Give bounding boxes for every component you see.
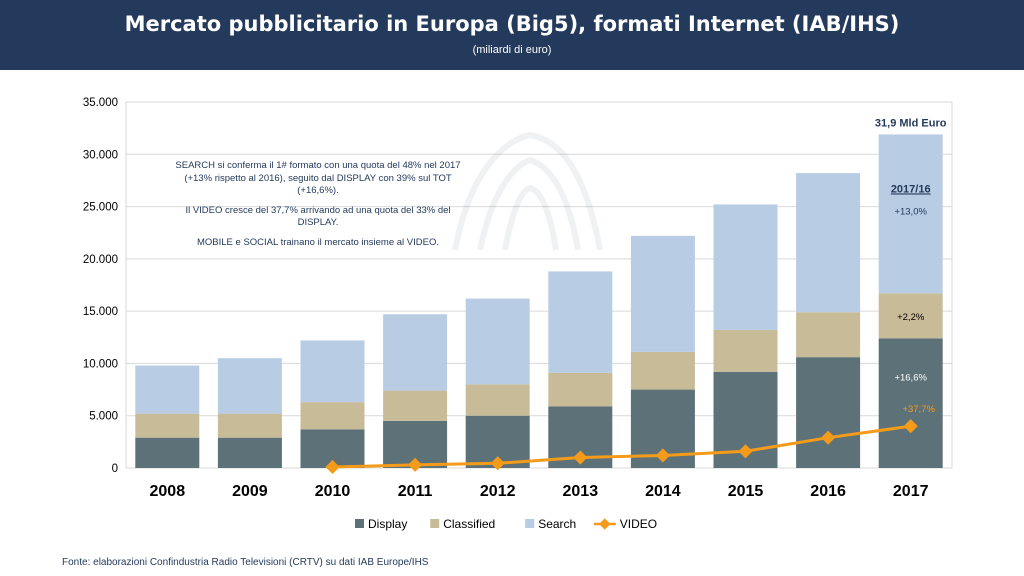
legend-label-classified: Classified <box>443 517 495 531</box>
bar-display <box>217 437 282 468</box>
search-growth-label: +13,0% <box>894 206 927 217</box>
x-tick-label: 2015 <box>728 483 764 500</box>
bar-classified <box>796 312 861 358</box>
bar-search <box>878 134 943 294</box>
x-tick-label: 2016 <box>810 483 846 500</box>
video-point <box>573 450 588 465</box>
y-tick-label: 0 <box>112 463 118 475</box>
video-point <box>408 457 423 472</box>
legend-swatch-display <box>355 519 364 528</box>
note-mobile-social: MOBILE e SOCIAL trainano il mercato insi… <box>197 236 439 248</box>
y-tick-label: 20.000 <box>83 254 118 266</box>
x-tick-label: 2012 <box>480 483 516 500</box>
y-tick-label: 5.000 <box>89 411 118 423</box>
classified-growth-label: +2,2% <box>897 312 925 323</box>
bar-classified <box>548 372 613 407</box>
video-line <box>332 424 911 469</box>
watermark-logo <box>452 131 603 251</box>
bar-search <box>135 365 200 414</box>
x-tick-label: 2013 <box>563 483 599 500</box>
chart-title: Mercato pubblicitario in Europa (Big5), … <box>124 12 900 36</box>
display-growth-label: +16,6% <box>894 372 927 383</box>
source-note: Fonte: elaborazioni Confindustria Radio … <box>62 557 429 568</box>
bar-display <box>878 338 943 468</box>
bar-classified <box>383 390 448 421</box>
y-tick-label: 25.000 <box>83 202 118 214</box>
bar-search <box>217 358 282 414</box>
x-tick-label: 2011 <box>398 483 433 500</box>
bar-classified <box>300 402 365 430</box>
bar-search <box>713 204 778 330</box>
video-point <box>738 444 753 459</box>
bar-classified <box>878 293 943 339</box>
bar-search <box>796 173 861 313</box>
y-tick-label: 35.000 <box>83 97 118 109</box>
bar-search <box>465 298 530 385</box>
bar-display <box>796 357 861 468</box>
bar-search <box>630 235 695 352</box>
chart-subtitle: (miliardi di euro) <box>472 44 552 56</box>
commentary-note: SEARCH si conferma il 1# formato con una… <box>168 160 468 256</box>
bar-search <box>383 314 448 391</box>
video-point <box>325 459 340 475</box>
legend-label-display: Display <box>368 517 407 531</box>
bar-display <box>135 437 200 468</box>
total-label: 31,9 Mld Euro <box>875 117 947 129</box>
x-tick-label: 2008 <box>150 483 186 500</box>
x-tick-label: 2009 <box>232 483 268 500</box>
x-tick-label: 2017 <box>893 483 929 500</box>
bar-classified <box>135 413 200 438</box>
bar-classified <box>217 413 282 438</box>
note-video: Il VIDEO cresce del 37,7% arrivando ad u… <box>185 204 451 229</box>
title-banner: Mercato pubblicitario in Europa (Big5), … <box>0 0 1024 70</box>
video-point <box>655 448 670 463</box>
period-label: 2017/16 <box>891 183 931 195</box>
x-tick-label: 2010 <box>315 483 351 500</box>
bar-search <box>548 271 613 373</box>
x-tick-label: 2014 <box>645 483 681 500</box>
legend-marker-video <box>599 518 611 530</box>
video-point <box>490 456 505 471</box>
bar-classified <box>465 384 530 416</box>
y-tick-label: 30.000 <box>83 149 118 161</box>
video-point <box>903 419 918 434</box>
bar-classified <box>713 329 778 372</box>
bar-classified <box>630 351 695 390</box>
legend-label-video: VIDEO <box>620 517 657 531</box>
legend-label-search: Search <box>538 517 576 531</box>
video-point <box>821 430 836 445</box>
y-tick-label: 15.000 <box>83 306 118 318</box>
y-tick-label: 10.000 <box>83 358 118 370</box>
legend-swatch-search <box>525 519 535 528</box>
legend-swatch-classified <box>430 519 440 528</box>
bar-search <box>300 340 365 403</box>
note-search: SEARCH si conferma il 1# formato con una… <box>175 160 461 196</box>
video-growth-label: +37,7% <box>902 404 935 415</box>
